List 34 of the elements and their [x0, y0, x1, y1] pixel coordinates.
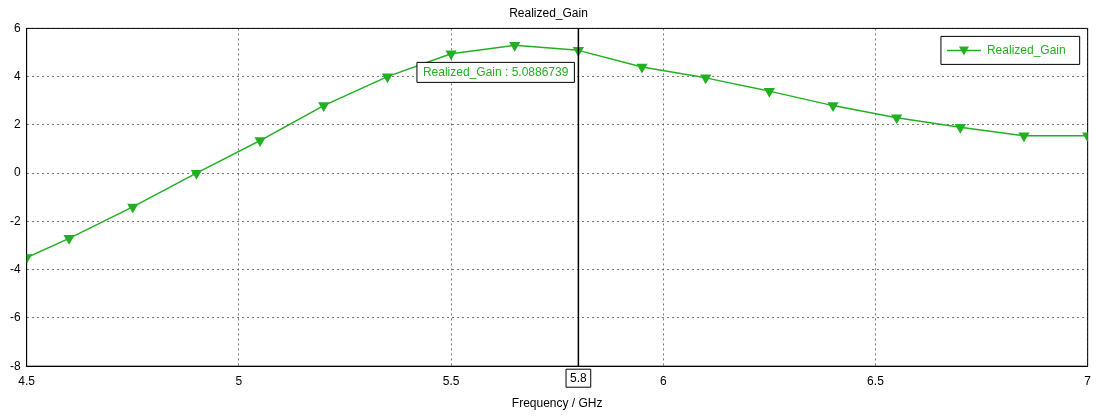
- point: [255, 137, 266, 147]
- x-tick-label: 5: [235, 373, 243, 388]
- ref-line-label: 5.8: [570, 370, 588, 385]
- point: [382, 73, 393, 83]
- x-tick-label: 6: [659, 373, 667, 388]
- point: [1018, 132, 1030, 142]
- chart-title: Realized_Gain: [509, 5, 588, 20]
- y-tick-label: -2: [10, 213, 21, 228]
- point: [764, 87, 775, 97]
- point: [891, 114, 902, 124]
- point: [636, 63, 648, 73]
- y-tick-label: -6: [10, 310, 21, 325]
- point: [64, 235, 75, 245]
- point: [445, 50, 457, 60]
- y-tick-label: 4: [13, 68, 21, 83]
- point: [955, 124, 966, 134]
- x-tick-label: 4.5: [18, 373, 36, 388]
- x-tick-label: 6.5: [867, 373, 885, 388]
- x-axis-title: Frequency / GHz: [511, 396, 603, 411]
- x-tick-label: 7: [1084, 373, 1092, 388]
- point: [827, 102, 839, 112]
- x-tick-label: 5.5: [442, 373, 460, 388]
- point: [127, 203, 138, 213]
- legend-label: Realized_Gain: [986, 42, 1066, 57]
- point: [509, 42, 520, 52]
- y-tick-label: -4: [10, 262, 21, 276]
- point: [318, 102, 329, 112]
- y-tick-label: 2: [13, 117, 21, 132]
- point: [700, 74, 711, 84]
- point: [191, 169, 202, 179]
- y-tick-label: 6: [13, 20, 21, 35]
- y-tick-label: 0: [13, 165, 21, 180]
- annotation: Realized_Gain : 5.0886739: [422, 64, 569, 79]
- y-tick-label: -8: [10, 358, 21, 373]
